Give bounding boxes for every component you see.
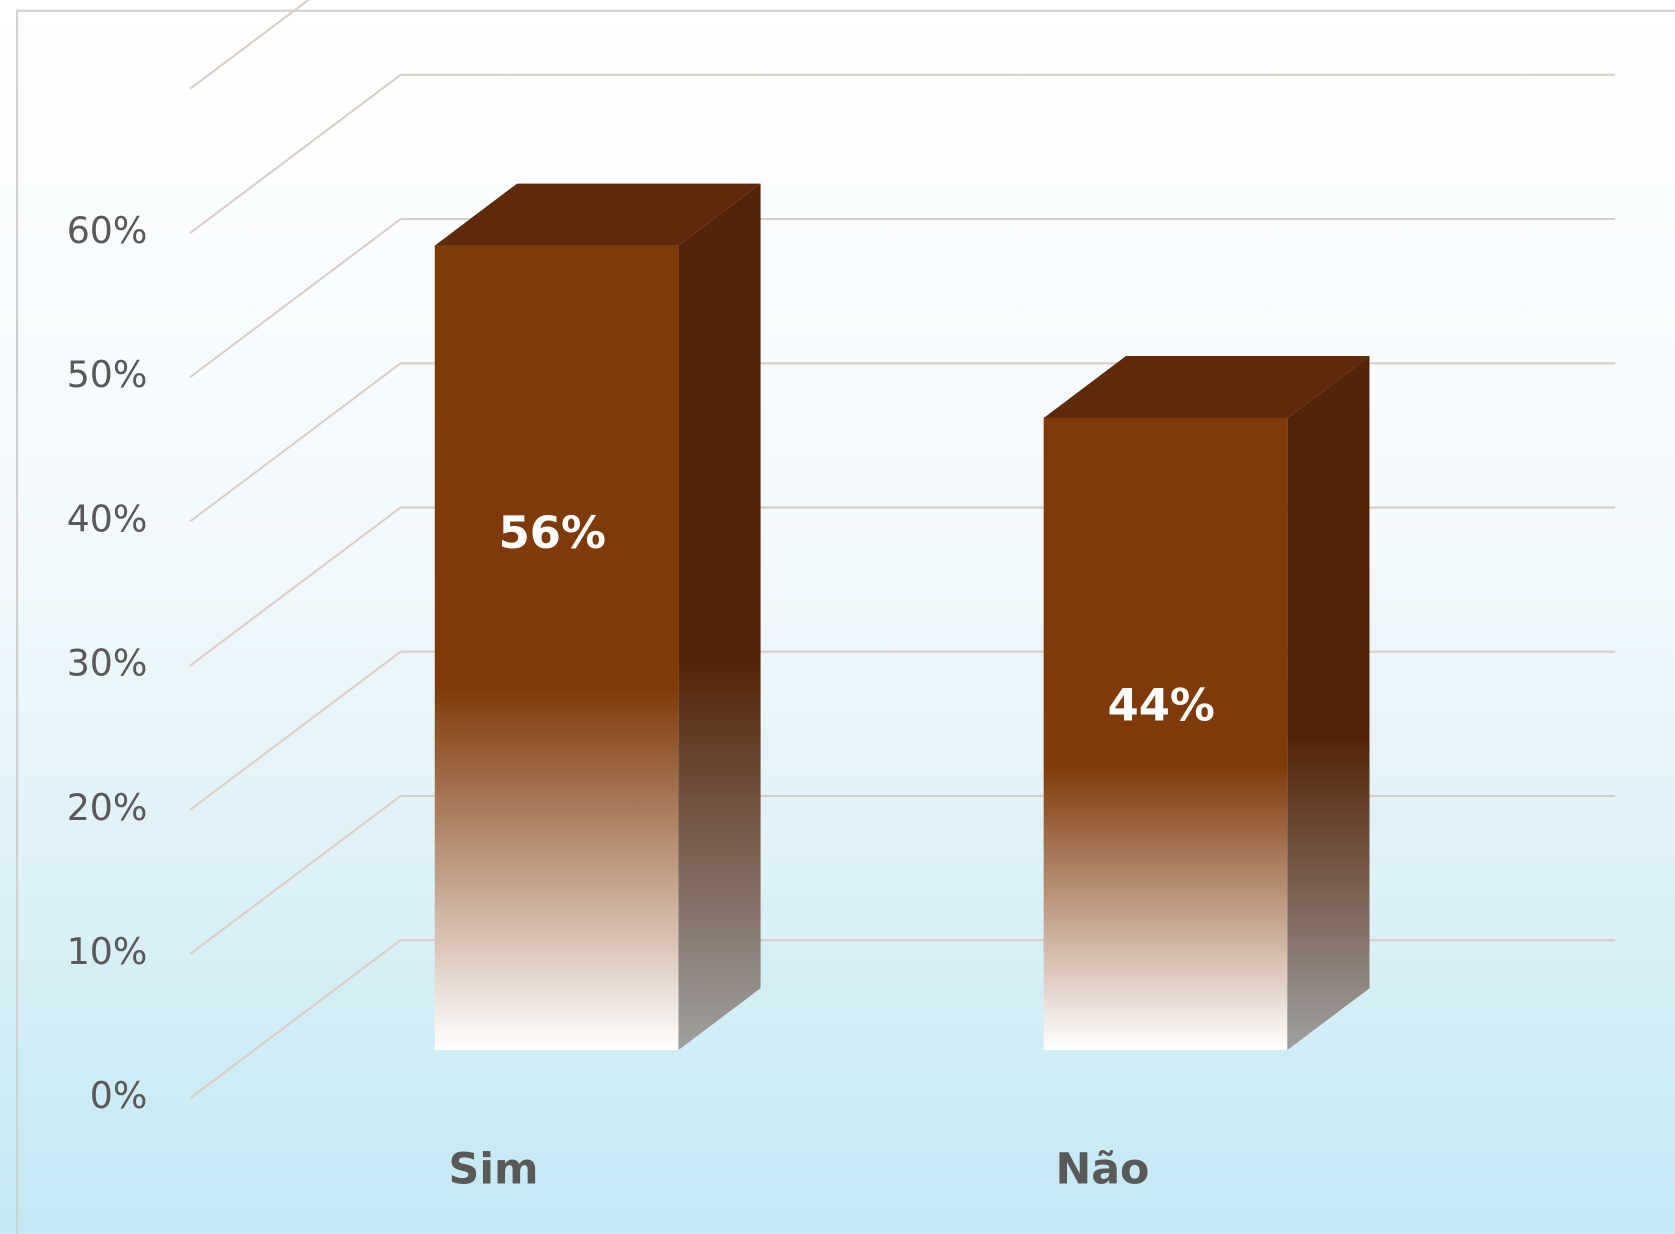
- grid-line: [189, 650, 402, 811]
- bar: [434, 245, 679, 1051]
- grid-line: [189, 218, 402, 379]
- bar-top: [434, 183, 761, 246]
- data-label: 44%: [1107, 679, 1214, 732]
- grid-line: [189, 362, 402, 523]
- frame: [16, 9, 1675, 1234]
- data-label: 56%: [499, 506, 606, 559]
- x-tick-label: Não: [1055, 1144, 1149, 1194]
- bar-top: [1043, 356, 1370, 418]
- bar-side: [1287, 356, 1370, 1051]
- y-tick-label: 60%: [67, 209, 148, 252]
- y-tick-label: 0%: [90, 1074, 148, 1117]
- y-tick-label: 20%: [67, 786, 148, 829]
- y-tick-label: 30%: [67, 642, 148, 685]
- grid-line: [189, 74, 402, 234]
- grid-line: [189, 939, 402, 1100]
- y-tick-label: 50%: [67, 353, 148, 396]
- y-tick-label: 40%: [67, 497, 148, 540]
- x-tick-label: Sim: [449, 1144, 539, 1194]
- y-tick-label: 10%: [67, 930, 148, 973]
- grid-line: [189, 795, 402, 955]
- bar: [1043, 417, 1288, 1051]
- bar-side: [678, 183, 761, 1051]
- grid-line: [189, 0, 311, 90]
- grid-line: [189, 506, 402, 667]
